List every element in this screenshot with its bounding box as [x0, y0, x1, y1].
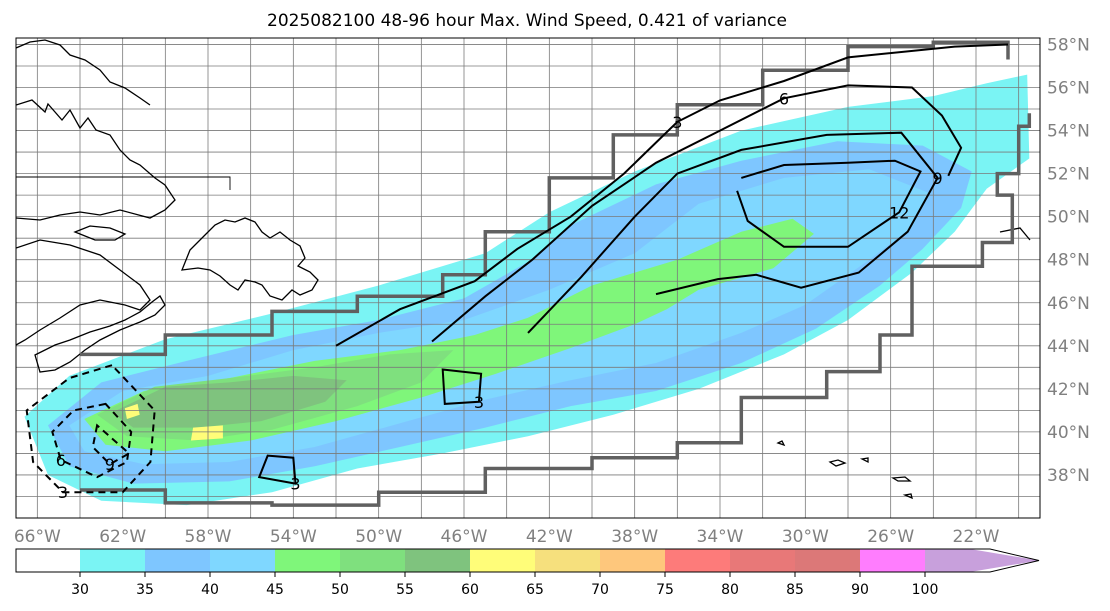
contour-line-6 — [431, 84, 963, 343]
colorbar-tick-label: 80 — [721, 582, 739, 598]
coastline-north-islands — [16, 39, 151, 106]
colorbar-segment — [340, 549, 405, 572]
wind-region-60-7 — [124, 403, 140, 419]
significance-boundary — [80, 40, 1032, 507]
contour-label: 3 — [290, 475, 300, 494]
colorbar-tick-label: 40 — [201, 582, 219, 598]
x-tick-label: 34°W — [697, 527, 744, 547]
y-tick-label: 40°N — [1047, 423, 1090, 443]
colorbar-segment — [405, 549, 470, 572]
contour-label: 6 — [56, 451, 66, 470]
x-tick-label: 50°W — [355, 527, 402, 547]
x-tick-label: 46°W — [441, 527, 488, 547]
x-tick-label: 62°W — [99, 527, 146, 547]
significance-boundary-lower — [80, 113, 1032, 507]
variance-contours: 3 6 9 12 3 3 3 6 9 — [25, 43, 1009, 502]
colorbar-tick-label: 35 — [136, 582, 154, 598]
colorbar-tick-label: 65 — [526, 582, 544, 598]
colorbar-segment — [470, 549, 535, 572]
colorbar-tick-label: 70 — [591, 582, 609, 598]
y-tick-label: 58°N — [1047, 35, 1090, 55]
province-boundary — [16, 176, 231, 190]
coastline-newfoundland-island — [180, 217, 319, 301]
chart-title: 2025082100 48-96 hour Max. Wind Speed, 0… — [267, 11, 787, 31]
y-tick-label: 42°N — [1047, 380, 1090, 400]
y-tick-label: 48°N — [1047, 251, 1090, 271]
x-tick-label: 26°W — [867, 527, 914, 547]
colorbar-outline — [15, 548, 1040, 573]
x-tick-label: 38°W — [611, 527, 658, 547]
wind-region-60-6 — [190, 425, 223, 441]
x-tick-label: 66°W — [14, 527, 61, 547]
y-axis-tick-labels: 38°N 40°N 42°N 44°N 46°N 48°N 50°N 52°N 54°N 56°N… — [1047, 35, 1090, 485]
colorbar-segment — [80, 549, 145, 572]
contour-line-3 — [441, 368, 483, 405]
x-tick-label: 58°W — [185, 527, 232, 547]
colorbar-tick-label: 100 — [912, 582, 939, 598]
contour-label: 9 — [105, 455, 115, 474]
colorbar-tick-label: 45 — [266, 582, 284, 598]
colorbar-tick-label: 50 — [331, 582, 349, 598]
colorbar-extend-arrow — [925, 549, 1039, 572]
lat-lon-grid — [16, 38, 1040, 518]
x-tick-label: 54°W — [270, 527, 317, 547]
colorbar-tick-label: 60 — [461, 582, 479, 598]
colorbar-tick-label: 55 — [396, 582, 414, 598]
contour-line-3 — [335, 43, 1009, 347]
colorbar-segment — [275, 549, 340, 572]
y-tick-label: 56°N — [1047, 79, 1090, 99]
colorbar-tick-label: 75 — [656, 582, 674, 598]
island-iceland-edge — [999, 227, 1031, 241]
contour-line-12 — [736, 159, 922, 248]
colorbar-segment — [860, 549, 925, 572]
x-tick-label: 30°W — [782, 527, 829, 547]
island-azores-1 — [776, 440, 786, 447]
y-tick-label: 44°N — [1047, 337, 1090, 357]
y-tick-label: 50°N — [1047, 208, 1090, 228]
wind-speed-shading — [24, 74, 1030, 506]
colorbar-segment — [535, 549, 600, 572]
island-azores-5 — [902, 493, 913, 500]
colorbar-segment — [795, 549, 860, 572]
island-azores-2 — [828, 459, 847, 467]
contour-line-9 — [91, 423, 131, 466]
contour-line-3 — [25, 364, 156, 494]
coastline-nova-scotia — [34, 295, 166, 373]
colorbar-tick-label: 30 — [71, 582, 89, 598]
colorbar-segment — [730, 549, 795, 572]
contour-label: 3 — [58, 483, 68, 502]
contour-label: 3 — [672, 113, 682, 132]
coastline-quebec-shore — [16, 239, 151, 346]
y-tick-label: 54°N — [1047, 122, 1090, 142]
coastline-labrador — [16, 99, 176, 221]
contour-label: 6 — [779, 89, 789, 108]
colorbar-tick-label: 85 — [786, 582, 804, 598]
x-axis-tick-labels: 66°W 62°W 58°W 54°W 50°W 46°W 42°W 38°W 34°W 30°W… — [14, 527, 1000, 547]
island-azores-3 — [859, 457, 869, 464]
colorbar-segment — [210, 549, 275, 572]
contour-line-6 — [51, 402, 133, 479]
colorbar-segment — [665, 549, 730, 572]
colorbar: 30 35 40 45 50 55 60 65 70 75 80 85 90 100 — [15, 548, 1040, 598]
x-tick-label: 22°W — [953, 527, 1000, 547]
y-tick-label: 38°N — [1047, 466, 1090, 486]
contour-line-9 — [527, 131, 939, 334]
colorbar-segment — [600, 549, 665, 572]
significance-boundary-upper — [80, 40, 1010, 357]
x-tick-label: 42°W — [526, 527, 573, 547]
colorbar-tick-label: 90 — [851, 582, 869, 598]
colorbar-under-segment — [16, 549, 80, 572]
y-tick-label: 52°N — [1047, 165, 1090, 185]
map-frame — [15, 37, 1041, 519]
contour-label: 12 — [889, 203, 909, 222]
contour-line-3 — [257, 454, 297, 485]
island-azores-4 — [890, 476, 912, 482]
coastline-newfoundland — [16, 39, 1031, 500]
y-tick-label: 46°N — [1047, 294, 1090, 314]
contour-label: 9 — [933, 169, 943, 188]
contour-label: 3 — [474, 393, 484, 412]
colorbar-segment — [145, 549, 210, 572]
island-anticosti — [73, 225, 127, 241]
